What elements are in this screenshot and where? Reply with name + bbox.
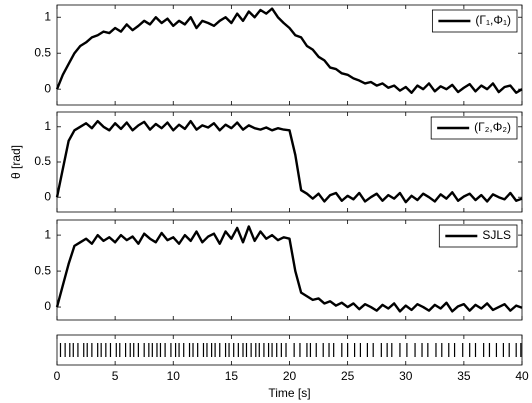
x-tick-label: 0 [54, 369, 61, 383]
panel: 0 0.5 1 SJLS [34, 219, 523, 321]
panel: 0 0.5 1 (Γ₁,Φ₁) [34, 4, 523, 106]
legend-box [430, 116, 518, 140]
y-tick-label: 0.5 [34, 263, 51, 277]
data-line [55, 7, 523, 94]
data-line [55, 225, 523, 313]
data-line [55, 119, 523, 204]
y-tick-label: 0 [44, 299, 51, 313]
x-tick-label: 25 [341, 369, 355, 383]
legend-label: (Γ₂,Φ₂) [474, 120, 511, 134]
y-tick-label: 1 [44, 119, 51, 133]
y-tick-label: 0.5 [34, 154, 51, 168]
y-tick-label: 1 [44, 227, 51, 241]
panel: 0 0.5 1 (Γ₂,Φ₂) θ [rad] [9, 111, 523, 213]
legend: (Γ₂,Φ₂) [430, 116, 518, 140]
legend-box [438, 224, 518, 248]
x-tick-label: 30 [399, 369, 413, 383]
legend-label: (Γ₁,Φ₁) [475, 13, 511, 27]
x-tick-label: 40 [515, 369, 529, 383]
x-tick-label: 10 [167, 369, 181, 383]
y-tick-label: 0.5 [34, 45, 51, 59]
x-tick-label: 15 [225, 369, 239, 383]
x-tick-label: 5 [112, 369, 119, 383]
y-tick-label: 0 [44, 81, 51, 95]
panel: 0 5 10 15 20 25 30 35 40 Time [s] [54, 334, 529, 400]
y-tick-label: 1 [44, 9, 51, 23]
legend-box [431, 9, 518, 33]
y-tick-label: 0 [44, 189, 51, 203]
x-tick-label: 20 [283, 369, 297, 383]
legend-label: SJLS [482, 228, 511, 242]
x-axis-label: Time [s] [268, 386, 310, 400]
legend: SJLS [438, 224, 518, 248]
legend: (Γ₁,Φ₁) [431, 9, 518, 33]
axes-frame [56, 334, 523, 366]
y-axis-label: θ [rad] [9, 145, 23, 179]
x-tick-label: 35 [457, 369, 471, 383]
